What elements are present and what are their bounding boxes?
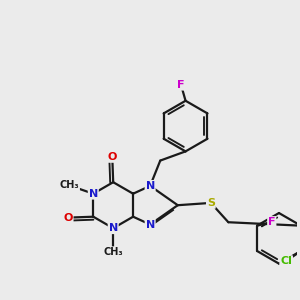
Text: CH₃: CH₃: [103, 247, 123, 257]
Text: N: N: [146, 220, 155, 230]
Text: O: O: [108, 152, 117, 162]
Text: N: N: [109, 223, 118, 233]
Text: N: N: [146, 181, 155, 191]
Text: S: S: [207, 198, 215, 208]
Text: O: O: [63, 213, 73, 223]
Text: Cl: Cl: [280, 256, 292, 266]
Text: N: N: [88, 189, 98, 199]
Text: CH₃: CH₃: [59, 180, 79, 190]
Text: F: F: [268, 217, 275, 227]
Text: F: F: [177, 80, 185, 90]
